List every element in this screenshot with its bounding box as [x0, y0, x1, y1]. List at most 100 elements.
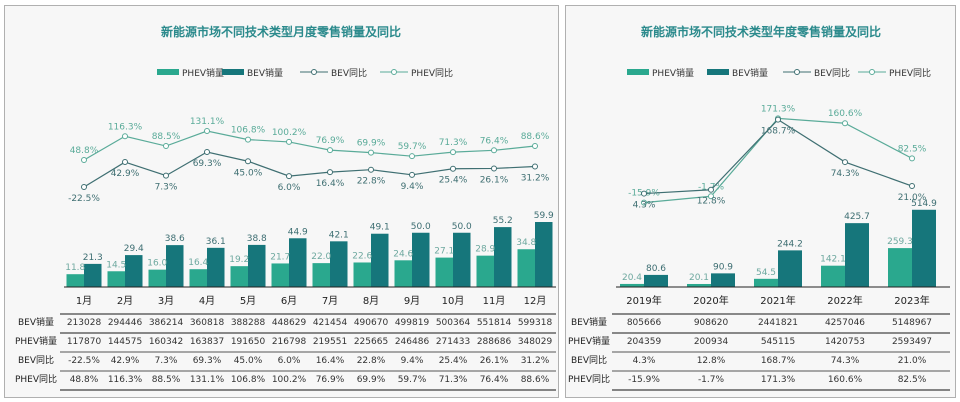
phev-bar-label: 54.5 [756, 268, 776, 278]
table-cell: 131.1% [190, 375, 225, 385]
table-cell: 160342 [149, 337, 183, 347]
table-cell: 448629 [272, 318, 307, 328]
phev-yoy-label: 69.9% [357, 139, 386, 149]
legend-bev-swatch [222, 69, 244, 75]
phev-bar-label: 19.2 [229, 255, 249, 265]
table-cell: 12.8% [697, 356, 726, 366]
bev-sales-bar [207, 247, 225, 287]
bev-sales-bar [84, 263, 102, 287]
x-tick-label: 9月 [404, 295, 420, 307]
table-cell: 21.0% [898, 356, 927, 366]
bev-yoy-point [204, 148, 210, 155]
phev-yoy-label: 48.8% [70, 146, 99, 156]
x-tick-label: 6月 [281, 295, 297, 307]
phev-yoy-point [641, 199, 647, 206]
bev-sales-bar [845, 223, 869, 287]
bev-yoy-label: 9.4% [401, 182, 424, 192]
phev-bar-label: 20.1 [689, 273, 709, 283]
bev-yoy-label: 21.0% [898, 193, 927, 203]
phev-sales-bar [687, 283, 711, 287]
bev-yoy-point [450, 165, 456, 172]
legend-phev-swatch [627, 69, 649, 75]
phev-yoy-label: 131.1% [190, 117, 225, 127]
table-cell: 76.9% [316, 375, 345, 385]
phev-yoy-label: 82.5% [898, 144, 927, 154]
phev-bar-label: 22.6 [352, 251, 372, 261]
bev-bar-label: 38.6 [165, 234, 185, 244]
phev-bar-label: 14.5 [106, 260, 126, 270]
phev-yoy-label: 116.3% [108, 122, 143, 132]
table-cell: 545115 [761, 337, 795, 347]
phev-yoy-label: 160.6% [828, 109, 863, 119]
bev-yoy-label: 16.4% [316, 179, 345, 189]
x-tick-label: 4月 [199, 295, 215, 307]
phev-sales-bar [435, 257, 453, 287]
table-cell: 225665 [354, 337, 388, 347]
table-cell: 294446 [108, 318, 143, 328]
bev-yoy-label: 42.9% [111, 169, 140, 179]
x-tick-label: 5月 [240, 295, 256, 307]
x-tick-label: 2019年 [626, 294, 661, 307]
legend-label: BEV销量 [732, 67, 768, 79]
chart-title: 新能源市场不同技术类型年度零售销量及同比 [641, 24, 881, 39]
table-cell: 82.5% [898, 375, 927, 385]
phev-bar-label: 27.1 [434, 247, 454, 257]
table-cell: 31.2% [521, 356, 550, 366]
table-cell: 6.0% [278, 356, 301, 366]
bev-yoy-point [163, 172, 169, 179]
bev-bar-label: 42.1 [329, 230, 349, 240]
x-tick-label: 2020年 [693, 294, 728, 307]
phev-yoy-point [327, 147, 333, 154]
bev-yoy-label: 168.7% [761, 127, 796, 137]
legend-phev-yoy-marker [869, 69, 875, 75]
phev-yoy-label: 88.6% [521, 132, 550, 142]
phev-yoy-point [122, 133, 128, 140]
table-cell: 216798 [272, 337, 307, 347]
table-cell: 116.3% [108, 375, 143, 385]
phev-sales-bar [394, 260, 412, 287]
bev-bar-label: 44.9 [288, 227, 308, 237]
bev-yoy-label: 31.2% [521, 174, 550, 184]
bev-bar-label: 49.1 [370, 223, 390, 233]
bev-bar-label: 50.0 [452, 222, 472, 232]
table-row-label: BEV同比 [18, 354, 54, 366]
bev-yoy-label: 22.8% [357, 177, 386, 187]
phev-yoy-label: 171.3% [761, 104, 796, 114]
bev-yoy-point [81, 183, 87, 190]
table-cell: 69.3% [193, 356, 222, 366]
bev-bar-label: 38.8 [247, 234, 267, 244]
table-row-label: BEV销量 [571, 316, 607, 328]
table-cell: 9.4% [401, 356, 424, 366]
bev-bar-label: 59.9 [534, 211, 554, 221]
bev-yoy-point [532, 163, 538, 170]
table-cell: 246486 [395, 337, 430, 347]
bev-yoy-point [327, 169, 333, 176]
phev-sales-bar [476, 255, 494, 287]
bev-bar-label: 21.3 [83, 253, 103, 263]
legend-label: BEV销量 [247, 67, 283, 79]
bev-yoy-point [368, 166, 374, 173]
bev-yoy-point [641, 190, 647, 197]
bev-sales-bar [912, 209, 936, 287]
bev-yoy-label: 25.4% [439, 176, 468, 186]
table-cell: 5148967 [892, 318, 932, 328]
table-cell: 59.7% [398, 375, 427, 385]
table-cell: -15.9% [628, 375, 660, 385]
phev-yoy-label: 100.2% [272, 128, 307, 138]
phev-bar-label: 28.9 [475, 245, 495, 255]
chart-title: 新能源市场不同技术类型月度零售销量及同比 [161, 24, 401, 39]
phev-yoy-label: 76.4% [480, 136, 509, 146]
bev-bar-label: 29.4 [124, 244, 144, 254]
phev-bar-label: 16.4 [188, 258, 208, 268]
bev-sales-bar [494, 227, 512, 287]
bev-sales-bar [644, 274, 668, 287]
table-cell: 100.2% [272, 375, 307, 385]
table-cell: -1.7% [698, 375, 725, 385]
x-tick-label: 3月 [158, 295, 174, 307]
bev-yoy-label: 26.1% [480, 175, 509, 185]
bev-bar-label: 36.1 [206, 237, 226, 247]
table-cell: 45.0% [234, 356, 263, 366]
table-cell: 2441821 [758, 318, 798, 328]
phev-yoy-point [409, 153, 415, 160]
bev-yoy-label: -22.5% [68, 194, 100, 204]
